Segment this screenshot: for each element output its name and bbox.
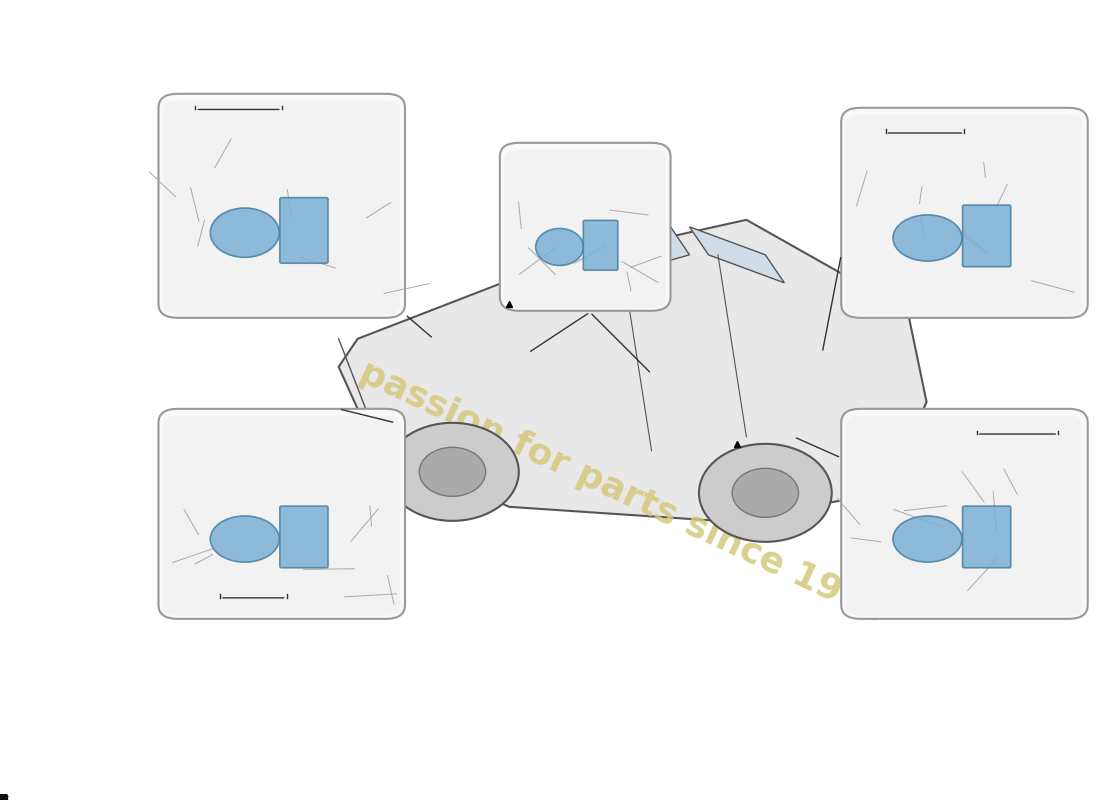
FancyBboxPatch shape xyxy=(846,416,1084,615)
Ellipse shape xyxy=(893,215,962,261)
Circle shape xyxy=(419,447,485,496)
Polygon shape xyxy=(339,220,926,521)
Ellipse shape xyxy=(893,516,962,562)
Text: 4: 4 xyxy=(0,793,4,800)
Polygon shape xyxy=(557,227,690,290)
Ellipse shape xyxy=(210,516,279,562)
FancyBboxPatch shape xyxy=(846,114,1084,314)
Text: 2: 2 xyxy=(0,794,4,800)
Text: 5: 5 xyxy=(0,793,4,800)
Text: 9: 9 xyxy=(0,793,4,800)
Text: 3: 3 xyxy=(0,793,4,800)
FancyBboxPatch shape xyxy=(842,108,1088,318)
Text: 14: 14 xyxy=(0,793,9,800)
Text: 6: 6 xyxy=(0,793,6,800)
FancyBboxPatch shape xyxy=(158,409,405,619)
Text: 11: 11 xyxy=(0,793,10,800)
Text: 8: 8 xyxy=(0,793,6,800)
Text: 9: 9 xyxy=(0,793,6,800)
Circle shape xyxy=(698,444,832,542)
Ellipse shape xyxy=(536,229,583,266)
Ellipse shape xyxy=(210,208,279,258)
FancyBboxPatch shape xyxy=(163,101,400,314)
Text: 8: 8 xyxy=(0,793,6,800)
FancyBboxPatch shape xyxy=(842,409,1088,619)
FancyBboxPatch shape xyxy=(962,205,1011,266)
FancyBboxPatch shape xyxy=(279,506,328,568)
Text: 10: 10 xyxy=(0,793,9,800)
Text: 7: 7 xyxy=(0,793,6,800)
Text: 11: 11 xyxy=(0,793,10,800)
FancyBboxPatch shape xyxy=(583,220,618,270)
Text: 13: 13 xyxy=(0,793,10,800)
Text: passion for parts since 1985: passion for parts since 1985 xyxy=(354,355,892,630)
Text: 9: 9 xyxy=(0,793,4,800)
FancyBboxPatch shape xyxy=(962,506,1011,568)
FancyBboxPatch shape xyxy=(158,94,405,318)
FancyBboxPatch shape xyxy=(279,198,328,263)
Text: 1: 1 xyxy=(0,793,4,800)
Text: 9: 9 xyxy=(0,793,6,800)
Circle shape xyxy=(386,423,519,521)
Polygon shape xyxy=(690,227,784,283)
FancyBboxPatch shape xyxy=(505,150,666,307)
Text: 12: 12 xyxy=(0,793,10,800)
FancyBboxPatch shape xyxy=(499,142,671,311)
Text: 3: 3 xyxy=(0,794,4,800)
Text: 10: 10 xyxy=(0,793,9,800)
Circle shape xyxy=(733,468,799,518)
FancyBboxPatch shape xyxy=(163,416,400,615)
